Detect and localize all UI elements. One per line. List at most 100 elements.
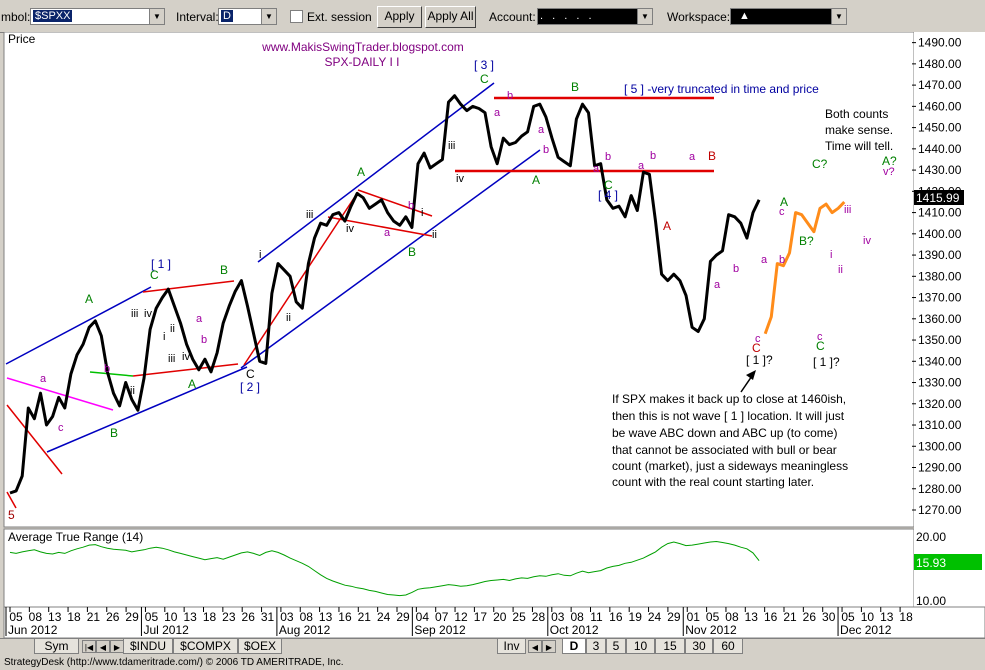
x-tick-label: 13: [48, 610, 62, 624]
y-tick-label: 1360.00: [918, 312, 962, 326]
workspace-combobox[interactable]: ▲ ▼: [730, 8, 847, 25]
y-tick-label: 1350.00: [918, 333, 962, 347]
wave-label: a: [196, 313, 203, 325]
wave-label: [ 4 ]: [598, 188, 618, 202]
y-tick-label: 1460.00: [918, 99, 962, 113]
annotation-line: make sense.: [825, 123, 893, 137]
wave-label: b: [408, 200, 414, 212]
x-tick-label: 21: [87, 610, 101, 624]
x-tick-label: 11: [590, 610, 603, 624]
annotation-line: Time will tell.: [825, 139, 893, 153]
atr-panel-title: Average True Range (14): [8, 530, 143, 544]
tab-interval[interactable]: D: [562, 639, 586, 654]
wave-label: b: [507, 90, 513, 102]
wave-label: iii: [306, 209, 313, 221]
wave-label: C: [604, 178, 613, 192]
wave-label: iv: [456, 173, 464, 185]
tab-interval[interactable]: 30: [685, 639, 713, 654]
first-icon[interactable]: |◀: [82, 640, 96, 653]
last-price-label: 1415.99: [916, 191, 960, 205]
wave-label: i: [830, 249, 832, 261]
annotation-line: that cannot be associated with bull or b…: [612, 443, 837, 457]
account-label: Account:: [489, 10, 536, 24]
wave-label: B?: [799, 234, 814, 248]
atr-tick: 10.00: [916, 594, 946, 608]
price-chart[interactable]: Price Average True Range (14) www.MakisS…: [0, 31, 985, 639]
tab-interval[interactable]: 15: [655, 639, 685, 654]
ext-session-checkbox[interactable]: [290, 10, 303, 23]
prev-icon[interactable]: ◀: [528, 640, 542, 653]
wave-label: iii: [131, 308, 138, 320]
chart-area[interactable]: Price Average True Range (14) www.MakisS…: [0, 31, 985, 639]
wave-label: a: [40, 373, 47, 385]
chevron-down-icon[interactable]: ▼: [831, 9, 846, 24]
chart-subtitle: SPX-DAILY I I: [325, 55, 400, 69]
wave-label: b: [733, 263, 739, 275]
annotation-line: be wave ABC down and ABC up (to come): [612, 426, 837, 440]
interval-combobox[interactable]: D ▼: [218, 8, 277, 25]
wave-label: iv: [144, 308, 152, 320]
tab-interval[interactable]: 10: [626, 639, 655, 654]
workspace-value: ▲: [739, 10, 750, 22]
wave-label: A: [85, 292, 93, 306]
workspace-label: Workspace:: [667, 10, 731, 24]
x-tick-label: 13: [745, 610, 759, 624]
last-atr-label: 15.93: [916, 556, 946, 570]
tab-symbol[interactable]: $INDU: [123, 639, 173, 654]
last-price-tag: [914, 190, 964, 205]
tab-interval[interactable]: 3: [586, 639, 606, 654]
sym-toggle[interactable]: Sym: [34, 639, 79, 654]
wave-label: a: [638, 160, 645, 172]
prev-icon[interactable]: ◀: [96, 640, 110, 653]
apply-all-button[interactable]: Apply All: [425, 6, 476, 28]
chevron-down-icon[interactable]: ▼: [149, 9, 164, 24]
toolbar: mbol: $SPXX ▼ Interval: D ▼ Ext. session…: [0, 0, 985, 33]
red-line-5: [6, 491, 17, 509]
atr-series: [9, 540, 760, 597]
x-tick-label: 08: [570, 610, 584, 624]
status-bar: StrategyDesk (http://www.tdameritrade.co…: [0, 655, 985, 670]
next-icon[interactable]: ▶: [110, 640, 124, 653]
y-tick-label: 1440.00: [918, 142, 962, 156]
x-tick-label: 05: [9, 610, 23, 624]
symbol-combobox[interactable]: $SPXX ▼: [30, 8, 165, 25]
annotation-both-counts: Both counts make sense. Time will tell.: [825, 107, 893, 153]
account-combobox[interactable]: . . . . . ▼: [537, 8, 653, 25]
chevron-down-icon[interactable]: ▼: [261, 9, 276, 24]
month-label: Dec 2012: [840, 623, 892, 637]
y-tick-label: 1380.00: [918, 269, 962, 283]
x-tick-label: 26: [242, 610, 256, 624]
wave-labels: [ 1 ] [ 2 ] [ 3 ] [ 4 ] [ 1 ]? [ 1 ]? [ …: [8, 58, 897, 522]
channel-line-lower-1: [46, 366, 248, 453]
tab-symbol[interactable]: $COMPX: [173, 639, 238, 654]
y-tick-label: 1290.00: [918, 461, 962, 475]
red-line-4: [357, 189, 433, 217]
wave-label: B: [220, 263, 228, 277]
month-label: Jul 2012: [143, 623, 189, 637]
wave-label: C: [752, 341, 761, 355]
red-line-1: [132, 363, 239, 377]
price-y-axis: 1270.00 1280.00 1290.00 1300.00 1310.00 1320.…: [912, 36, 962, 517]
tab-interval[interactable]: 5: [606, 639, 626, 654]
x-tick-label: 10: [861, 610, 875, 624]
wave-label: i: [259, 249, 261, 261]
inv-toggle[interactable]: Inv: [497, 639, 526, 654]
next-icon[interactable]: ▶: [542, 640, 556, 653]
ext-session-label: Ext. session: [307, 10, 372, 24]
chevron-down-icon[interactable]: ▼: [637, 9, 652, 24]
y-tick-label: 1330.00: [918, 376, 962, 390]
blog-url: www.MakisSwingTrader.blogspot.com: [261, 40, 464, 54]
wave-label: [ 3 ]: [474, 58, 494, 72]
x-axis: 05 08 13 18 21 26 29 05 10 13 18 23 26 31 03 08 13 16 21 24…: [5, 607, 913, 637]
tab-interval[interactable]: 60: [713, 639, 743, 654]
wave-label: C?: [812, 157, 828, 171]
apply-button[interactable]: Apply: [377, 6, 422, 28]
wave-label: ii: [286, 312, 291, 324]
x-tick-label: 16: [764, 610, 778, 624]
x-tick-label: 29: [396, 610, 410, 624]
wave-label: a: [714, 279, 721, 291]
x-tick-label: 10: [164, 610, 178, 624]
wave-label: a: [384, 227, 391, 239]
annotation-line: If SPX makes it back up to close at 1460…: [612, 392, 846, 406]
tab-symbol[interactable]: $OEX: [238, 639, 282, 654]
